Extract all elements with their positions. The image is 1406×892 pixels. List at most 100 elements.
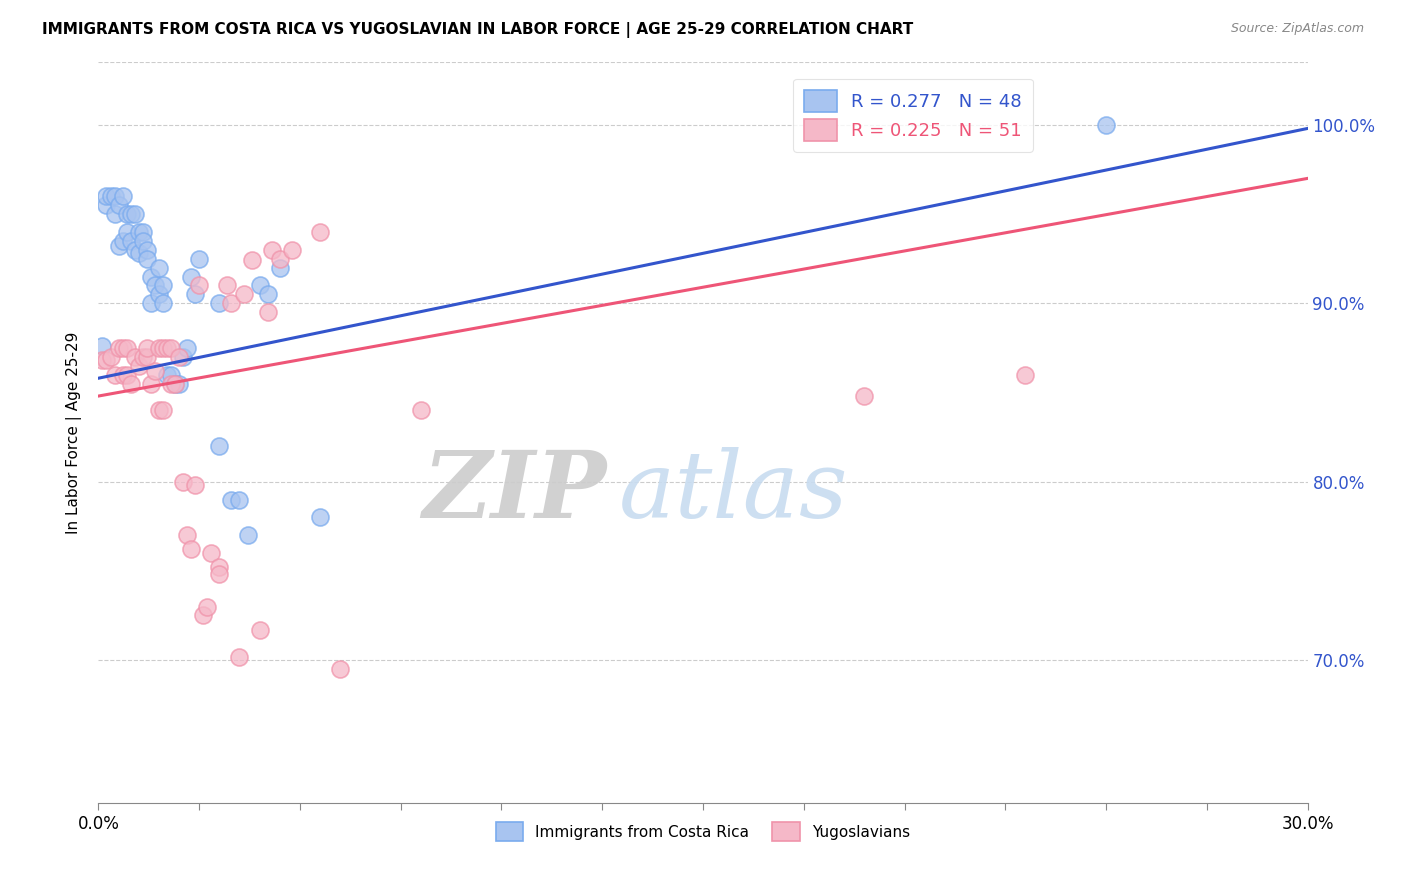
Point bbox=[309, 225, 332, 239]
Point bbox=[217, 278, 239, 293]
Point bbox=[135, 350, 157, 364]
Point bbox=[111, 234, 134, 248]
Point bbox=[132, 234, 155, 248]
Point bbox=[160, 341, 183, 355]
Point bbox=[91, 339, 114, 353]
Point bbox=[139, 296, 162, 310]
Point bbox=[115, 368, 138, 382]
Point bbox=[135, 341, 157, 355]
Text: Source: ZipAtlas.com: Source: ZipAtlas.com bbox=[1230, 22, 1364, 36]
Point bbox=[236, 528, 259, 542]
Point bbox=[152, 278, 174, 293]
Point bbox=[103, 189, 125, 203]
Point bbox=[208, 560, 231, 574]
Point bbox=[409, 403, 432, 417]
Point bbox=[221, 492, 243, 507]
Point bbox=[180, 542, 202, 557]
Text: ZIP: ZIP bbox=[422, 447, 606, 537]
Point bbox=[143, 278, 166, 293]
Point bbox=[103, 368, 125, 382]
Point bbox=[309, 510, 332, 524]
Point bbox=[135, 243, 157, 257]
Point bbox=[256, 287, 278, 301]
Point bbox=[240, 253, 263, 268]
Point bbox=[100, 189, 122, 203]
Point bbox=[249, 278, 271, 293]
Point bbox=[91, 353, 114, 368]
Point bbox=[115, 225, 138, 239]
Point bbox=[184, 287, 207, 301]
Point bbox=[208, 439, 231, 453]
Point bbox=[139, 376, 162, 391]
Point bbox=[188, 278, 211, 293]
Point bbox=[160, 368, 183, 382]
Point bbox=[160, 376, 183, 391]
Point bbox=[853, 389, 876, 403]
Point bbox=[139, 269, 162, 284]
Point bbox=[124, 350, 146, 364]
Point bbox=[107, 239, 129, 253]
Point bbox=[269, 252, 291, 266]
Point bbox=[188, 252, 211, 266]
Point bbox=[1095, 118, 1118, 132]
Point bbox=[260, 243, 283, 257]
Point bbox=[115, 207, 138, 221]
Point bbox=[111, 341, 134, 355]
Point bbox=[128, 246, 150, 260]
Point bbox=[180, 269, 202, 284]
Point bbox=[195, 599, 218, 614]
Text: IMMIGRANTS FROM COSTA RICA VS YUGOSLAVIAN IN LABOR FORCE | AGE 25-29 CORRELATION: IMMIGRANTS FROM COSTA RICA VS YUGOSLAVIA… bbox=[42, 22, 914, 38]
Text: atlas: atlas bbox=[619, 447, 848, 537]
Point bbox=[115, 341, 138, 355]
Point bbox=[152, 296, 174, 310]
Point bbox=[132, 225, 155, 239]
Point bbox=[148, 341, 170, 355]
Point bbox=[329, 662, 352, 676]
Point bbox=[176, 341, 198, 355]
Point bbox=[249, 623, 271, 637]
Point bbox=[120, 234, 142, 248]
Point bbox=[135, 252, 157, 266]
Point bbox=[96, 189, 118, 203]
Point bbox=[128, 225, 150, 239]
Point bbox=[228, 492, 250, 507]
Point bbox=[208, 296, 231, 310]
Point bbox=[107, 341, 129, 355]
Point bbox=[148, 260, 170, 275]
Point bbox=[269, 260, 291, 275]
Point bbox=[120, 207, 142, 221]
Point bbox=[208, 567, 231, 582]
Point bbox=[281, 243, 304, 257]
Point bbox=[111, 368, 134, 382]
Point bbox=[221, 296, 243, 310]
Point bbox=[152, 341, 174, 355]
Point bbox=[256, 305, 278, 319]
Point bbox=[124, 207, 146, 221]
Point bbox=[176, 528, 198, 542]
Point bbox=[193, 608, 215, 623]
Point bbox=[184, 478, 207, 492]
Point bbox=[232, 287, 254, 301]
Point bbox=[96, 353, 118, 368]
Point bbox=[128, 359, 150, 373]
Point bbox=[152, 403, 174, 417]
Point bbox=[148, 287, 170, 301]
Point bbox=[96, 198, 118, 212]
Point bbox=[228, 649, 250, 664]
Point bbox=[124, 243, 146, 257]
Point bbox=[1014, 368, 1036, 382]
Point bbox=[163, 376, 186, 391]
Point bbox=[172, 475, 194, 489]
Point bbox=[156, 368, 179, 382]
Point bbox=[100, 350, 122, 364]
Point bbox=[120, 376, 142, 391]
Point bbox=[103, 207, 125, 221]
Point bbox=[143, 364, 166, 378]
Point bbox=[163, 376, 186, 391]
Point bbox=[167, 350, 190, 364]
Point bbox=[167, 376, 190, 391]
Point bbox=[111, 189, 134, 203]
Point bbox=[172, 350, 194, 364]
Point bbox=[156, 341, 179, 355]
Point bbox=[132, 350, 155, 364]
